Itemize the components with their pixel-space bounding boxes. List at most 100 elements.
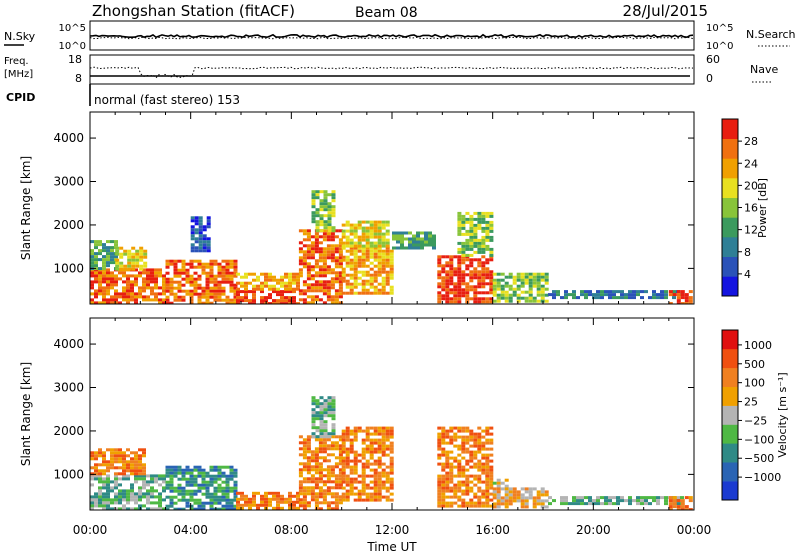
nsearch-label: N.Search <box>746 28 796 41</box>
power-cell <box>668 302 673 304</box>
power-cell <box>98 243 102 247</box>
velocity-cell <box>322 495 327 499</box>
power-cell <box>373 273 378 277</box>
velocity-cell <box>130 483 134 487</box>
velocity-cell <box>341 435 346 439</box>
power-cell <box>449 273 454 277</box>
velocity-cell <box>385 429 390 433</box>
power-cell <box>205 262 210 266</box>
power-cell <box>396 240 400 244</box>
power-cell <box>330 301 335 304</box>
velocity-cell <box>365 459 370 463</box>
velocity-cell <box>385 474 390 478</box>
power-cell <box>668 290 673 294</box>
power-cell <box>98 280 102 284</box>
velocity-cell <box>361 456 366 460</box>
power-cell <box>377 241 382 245</box>
velocity-cell <box>465 501 470 505</box>
velocity-cell <box>114 451 118 455</box>
power-cell <box>135 261 140 265</box>
velocity-cell <box>225 507 230 510</box>
colorbar-cell <box>722 237 738 257</box>
power-cell <box>248 299 252 303</box>
power-cell <box>310 286 315 290</box>
velocity-cell <box>306 435 311 439</box>
velocity-cell <box>314 471 319 475</box>
velocity-cell <box>504 496 509 500</box>
velocity-cell <box>315 402 320 406</box>
power-cell <box>338 286 343 290</box>
power-cell <box>477 223 482 227</box>
velocity-cell <box>381 474 386 478</box>
velocity-cell <box>322 438 327 442</box>
velocity-cell <box>604 502 608 506</box>
power-cell <box>349 229 354 233</box>
velocity-cell <box>465 486 470 490</box>
power-cell <box>326 235 331 239</box>
power-cell <box>181 271 186 275</box>
power-cell <box>209 268 214 272</box>
power-cell <box>489 273 494 277</box>
power-cell <box>284 296 288 300</box>
velocity-cell <box>485 504 490 508</box>
velocity-cell <box>323 432 328 436</box>
velocity-cell <box>98 492 102 496</box>
power-cell <box>90 274 94 278</box>
velocity-cell <box>441 486 446 490</box>
nsky-label: N.Sky <box>4 30 36 43</box>
power-cell <box>114 255 118 259</box>
power-cell <box>165 262 170 266</box>
power-cell <box>198 225 203 229</box>
velocity-cell <box>473 456 478 460</box>
power-cell <box>373 288 378 292</box>
power-cell <box>373 255 378 259</box>
velocity-cell <box>322 498 327 502</box>
velocity-cell <box>327 396 332 400</box>
power-cell <box>532 275 537 279</box>
power-cell <box>408 237 412 241</box>
power-cell <box>485 229 490 233</box>
velocity-cell <box>318 474 323 478</box>
velocity-cell <box>385 444 390 448</box>
power-cell <box>318 247 323 251</box>
velocity-cell <box>110 486 114 490</box>
velocity-cell <box>106 483 110 487</box>
power-cell <box>469 261 474 265</box>
power-cell <box>449 264 454 268</box>
velocity-ytick-label: 3000 <box>53 381 84 395</box>
power-cell <box>181 259 186 263</box>
power-cell <box>202 237 207 241</box>
power-cell <box>469 217 474 221</box>
power-cell <box>260 281 264 285</box>
power-cell <box>138 292 142 296</box>
velocity-cell <box>280 506 284 510</box>
velocity-cell <box>213 468 218 472</box>
power-cell <box>189 259 194 263</box>
power-cell <box>377 264 382 268</box>
power-cell <box>441 276 446 280</box>
power-cell <box>118 271 122 275</box>
power-cell <box>315 196 320 200</box>
velocity-cell <box>477 450 482 454</box>
velocity-cell <box>668 502 673 506</box>
power-cell <box>536 299 541 303</box>
power-cell <box>412 240 416 244</box>
velocity-cell <box>169 489 174 493</box>
power-cell <box>485 267 490 271</box>
power-cell <box>94 264 98 268</box>
velocity-cell <box>338 480 343 484</box>
power-cell <box>240 284 244 288</box>
velocity-cell <box>169 498 174 502</box>
power-cell <box>377 270 382 274</box>
power-cell <box>465 258 470 262</box>
power-cell <box>276 281 280 285</box>
power-cell <box>118 301 122 304</box>
velocity-cell <box>449 450 454 454</box>
power-cell <box>90 283 94 287</box>
power-cell <box>457 255 462 259</box>
power-cell <box>306 244 311 248</box>
velocity-cell <box>361 462 366 466</box>
power-cell <box>330 253 335 257</box>
velocity-cell <box>441 492 446 496</box>
